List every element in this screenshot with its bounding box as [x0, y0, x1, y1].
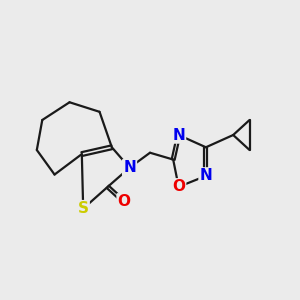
- Text: S: S: [78, 201, 89, 216]
- Text: N: N: [123, 160, 136, 175]
- Text: O: O: [172, 179, 185, 194]
- Text: N: N: [172, 128, 185, 142]
- Text: O: O: [118, 194, 130, 209]
- Text: N: N: [200, 168, 212, 183]
